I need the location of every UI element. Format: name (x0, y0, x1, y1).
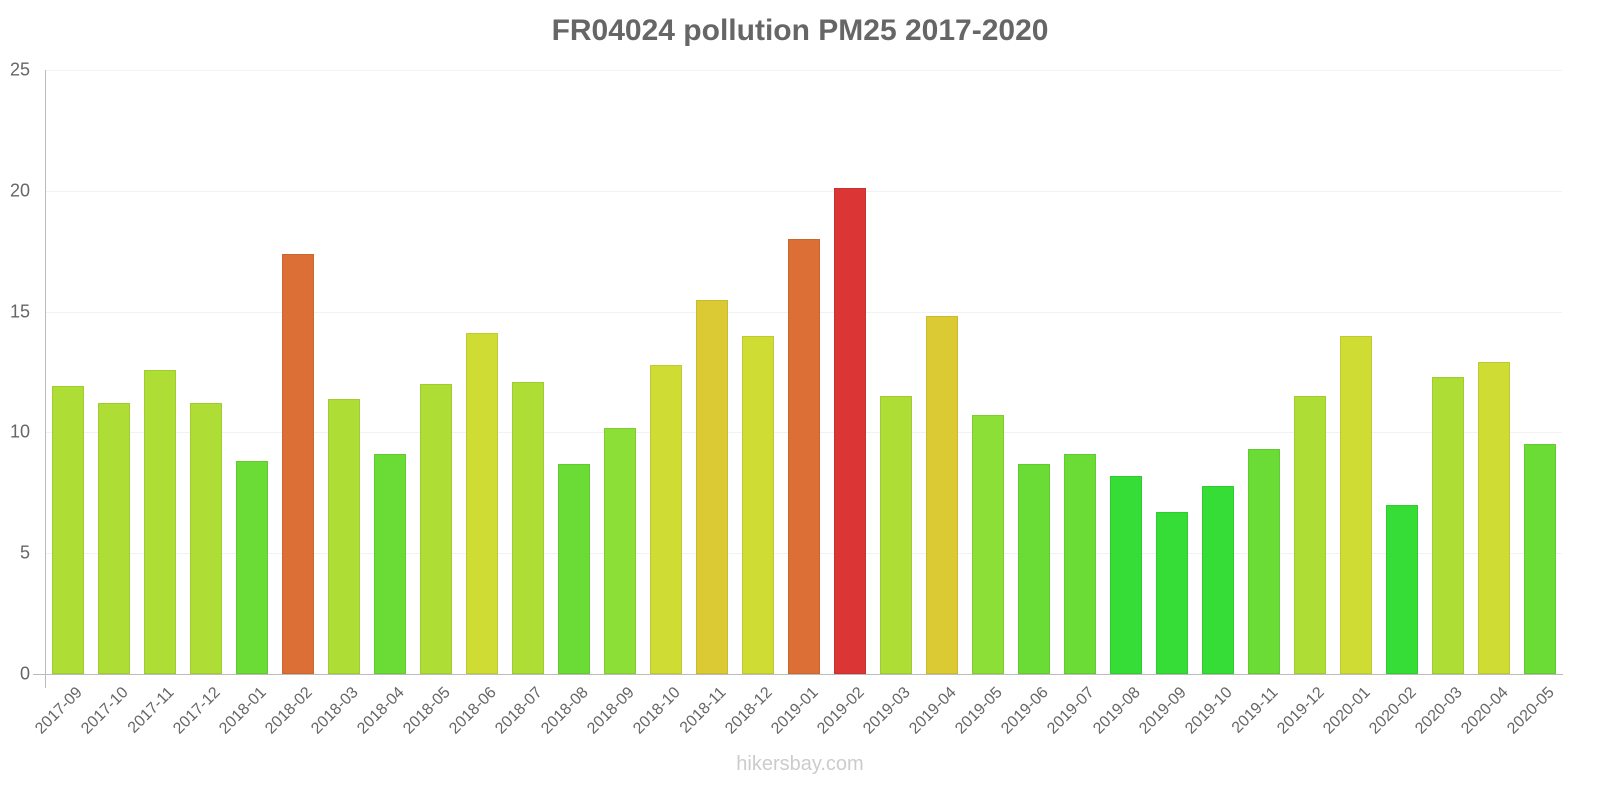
y-tick-label: 15 (9, 301, 30, 322)
gridline (46, 190, 1562, 192)
x-tick-label: 2019-11 (1228, 684, 1282, 737)
watermark: hikersbay.com (736, 753, 864, 775)
bar-2017-09[interactable] (52, 386, 84, 674)
x-tick-label: 2018-03 (308, 684, 362, 738)
x-tick-label: 2019-12 (1274, 684, 1328, 738)
bar-2019-01[interactable] (788, 239, 820, 674)
x-tick-label: 2018-09 (584, 684, 638, 738)
chart-title: FR04024 pollution PM25 2017-2020 (551, 14, 1049, 47)
bar-2018-03[interactable] (328, 398, 360, 674)
bar-2018-05[interactable] (420, 384, 452, 674)
bar-2018-07[interactable] (512, 381, 544, 674)
bar-2019-02[interactable] (834, 188, 866, 674)
x-tick-label: 2019-09 (1136, 684, 1190, 738)
bar-2019-05[interactable] (972, 415, 1004, 674)
x-tick-label: 2018-01 (216, 684, 270, 738)
x-tick-label: 2018-10 (630, 684, 684, 738)
x-tick-label: 2018-04 (354, 684, 408, 738)
x-tick-label: 2018-02 (262, 684, 316, 738)
bar-2019-06[interactable] (1018, 463, 1050, 674)
bar-2019-03[interactable] (880, 396, 912, 674)
x-tick-label: 2019-04 (906, 684, 960, 738)
bar-2020-05[interactable] (1524, 444, 1556, 674)
bar-2020-04[interactable] (1478, 362, 1510, 674)
bar-2018-09[interactable] (604, 427, 636, 674)
x-tick-label: 2018-05 (400, 684, 454, 738)
bar-2020-01[interactable] (1340, 335, 1372, 674)
y-tick-label: 25 (9, 59, 30, 80)
x-tick-label: 2019-07 (1044, 684, 1098, 738)
bar-2018-11[interactable] (696, 299, 728, 674)
y-tick-label: 0 (19, 663, 30, 684)
x-tick-label: 2019-08 (1090, 684, 1144, 738)
x-tick-label: 2020-02 (1366, 684, 1420, 738)
x-tick-label: 2018-08 (538, 684, 592, 738)
x-tick-label: 2019-06 (998, 684, 1052, 738)
y-tick-label: 5 (19, 542, 30, 563)
bar-2019-04[interactable] (926, 316, 958, 674)
x-tick-label: 2020-04 (1458, 684, 1512, 738)
x-tick-label: 2020-01 (1320, 684, 1374, 738)
bar-2018-08[interactable] (558, 463, 590, 674)
bar-2017-10[interactable] (98, 403, 130, 674)
bar-2019-11[interactable] (1248, 449, 1280, 674)
y-tick-label: 10 (9, 421, 30, 442)
bar-2018-02[interactable] (282, 253, 314, 674)
bar-2019-08[interactable] (1110, 475, 1142, 674)
x-tick-label: 2017-11 (124, 684, 178, 737)
x-tick-label: 2018-06 (446, 684, 500, 738)
y-axis (45, 70, 46, 688)
x-tick-label: 2020-03 (1412, 684, 1466, 738)
bar-2019-10[interactable] (1202, 485, 1234, 674)
x-tick-label: 2018-12 (722, 684, 776, 738)
x-tick-label: 2019-10 (1182, 684, 1236, 738)
bar-2017-12[interactable] (190, 403, 222, 674)
bar-2018-01[interactable] (236, 461, 268, 674)
bar-2019-07[interactable] (1064, 454, 1096, 674)
x-tick-label: 2019-01 (768, 684, 822, 738)
bar-2019-12[interactable] (1294, 396, 1326, 674)
bar-2018-10[interactable] (650, 364, 682, 674)
x-tick-label: 2017-12 (170, 684, 224, 738)
y-tick-label: 20 (9, 180, 30, 201)
gridline (46, 70, 1562, 71)
bar-2018-06[interactable] (466, 333, 498, 674)
bar-2019-09[interactable] (1156, 512, 1188, 674)
x-tick-label: 2020-05 (1504, 684, 1558, 738)
bar-2020-03[interactable] (1432, 376, 1464, 674)
x-tick-label: 2019-03 (860, 684, 914, 738)
bar-2018-04[interactable] (374, 454, 406, 674)
x-tick-label: 2018-07 (492, 684, 546, 738)
x-tick-label: 2019-02 (814, 684, 868, 738)
bar-2018-12[interactable] (742, 335, 774, 674)
bar-2020-02[interactable] (1386, 504, 1418, 674)
x-tick-label: 2018-11 (676, 684, 730, 737)
x-axis (33, 674, 1563, 675)
x-tick-label: 2017-10 (78, 684, 132, 738)
bar-2017-11[interactable] (144, 369, 176, 674)
x-tick-label: 2019-05 (952, 684, 1006, 738)
x-tick-label: 2017-09 (32, 684, 86, 738)
